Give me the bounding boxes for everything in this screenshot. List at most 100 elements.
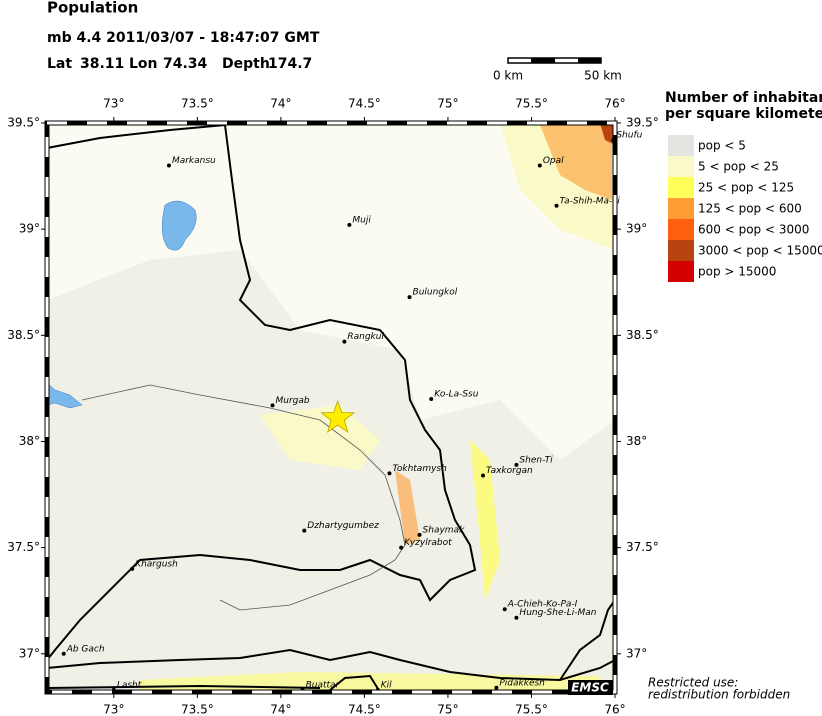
city-label: Buattar [306, 680, 341, 690]
y-tick-label: 39° [19, 222, 40, 236]
city-dot [514, 462, 519, 467]
x-tick-label: 76° [604, 97, 625, 111]
city-label: Taxkorgan [486, 466, 533, 476]
city-label: Kil [381, 680, 392, 690]
epicenter [320, 399, 356, 433]
depth-value: 174.7 [268, 56, 312, 72]
borders [46, 123, 616, 693]
y-tick-label: 37° [19, 646, 40, 660]
x-tick-label: 75° [437, 97, 458, 111]
city-dot [481, 473, 486, 478]
y-tick-label: 39.5° [626, 116, 659, 130]
map-frame [44, 120, 618, 695]
city-label: Ta-Shih-Ma-Li [560, 196, 621, 206]
city-label: Shufu [616, 130, 642, 140]
notice: Restricted use: [648, 676, 738, 690]
city-dot [270, 403, 275, 408]
city-label: Pidakkesh [499, 678, 545, 688]
legend-label: 5 < pop < 25 [698, 160, 779, 174]
city-label: Ab Gach [66, 644, 105, 654]
legend-label: 3000 < pop < 15000 [698, 244, 822, 258]
city-label: Khargush [135, 559, 178, 569]
y-tick-label: 38° [19, 434, 40, 448]
legend-label: 600 < pop < 3000 [698, 223, 809, 237]
city-label: Murgab [276, 396, 310, 406]
lon-label: Lon [129, 56, 158, 72]
city-label: Dzhartygumbez [307, 521, 379, 531]
rivers [81, 384, 406, 611]
lakes [46, 200, 197, 409]
city-dot [302, 528, 307, 533]
city-dot [537, 163, 542, 168]
legend-swatch [668, 240, 694, 261]
legend-title: per square kilometer [665, 106, 822, 122]
legend-title: Number of inhabitants [665, 90, 822, 106]
x-tick-label: 74° [270, 703, 291, 716]
legend-label: 125 < pop < 600 [698, 202, 802, 216]
city-dot [166, 163, 171, 168]
city-dot [429, 397, 434, 402]
city-dot [407, 295, 412, 300]
plot-area: Markansu Muji Bulungkol Rangkul Ko-La-Ssu Mur… [41, 117, 643, 698]
city-label: Ko-La-Ssu [434, 390, 479, 400]
y-tick-label: 37° [626, 646, 647, 660]
x-tick-label: 75.5° [515, 97, 548, 111]
notice: redistribution forbidden [648, 688, 790, 702]
y-tick-label: 39.5° [7, 116, 40, 130]
city-dot [417, 532, 422, 537]
lat-value: 38.11 [80, 56, 124, 72]
city-label: Shen-Ti [519, 455, 553, 465]
x-tick-label: 75° [437, 703, 458, 716]
city-label: Rangkul [347, 332, 384, 342]
x-tick-label: 73° [103, 703, 124, 716]
city-dot [399, 545, 404, 550]
city-dot [554, 203, 559, 208]
x-tick-label: 73° [103, 97, 124, 111]
y-tick-label: 38.5° [7, 328, 40, 342]
legend-swatch [668, 261, 694, 282]
x-tick-label: 76° [604, 703, 625, 716]
legend-swatch [668, 219, 694, 240]
city-dot [502, 607, 507, 612]
credit: EMSC [571, 681, 609, 695]
city-dot [514, 615, 519, 620]
city-label: Tokhtamysh [392, 464, 447, 474]
y-tick-label: 37.5° [7, 540, 40, 554]
city-label: A-Chieh-Ko-Pa-I [507, 600, 578, 610]
legend-label: pop < 5 [698, 139, 746, 153]
x-tick-label: 73.5° [181, 97, 214, 111]
scale-label: 0 km [493, 69, 523, 83]
y-tick-label: 38.5° [626, 328, 659, 342]
map-background [47, 123, 615, 692]
city-dot [342, 339, 347, 344]
city-dot [130, 566, 135, 571]
city-label: Markansu [172, 156, 216, 166]
map-title: Population [47, 0, 138, 17]
x-tick-label: 74° [270, 97, 291, 111]
y-tick-label: 38° [626, 434, 647, 448]
x-tick-label: 74.5° [348, 703, 381, 716]
lon-value: 74.34 [163, 56, 208, 72]
x-tick-label: 74.5° [348, 97, 381, 111]
event-info: mb 4.4 2011/03/07 - 18:47:07 GMT [47, 30, 320, 46]
city-label: Kyzylrabot [404, 538, 452, 548]
credit-box [568, 680, 613, 695]
city-label: Shaymak [423, 525, 466, 535]
legend-label: pop > 15000 [698, 265, 776, 279]
y-tick-label: 37.5° [626, 540, 659, 554]
y-tick-label: 39° [626, 222, 647, 236]
city-dot [347, 222, 352, 227]
city-label: Opal [543, 156, 564, 166]
legend-swatch [668, 156, 694, 177]
x-tick-label: 75.5° [515, 703, 548, 716]
scale-label: 50 km [584, 69, 622, 83]
city-dot [387, 471, 392, 476]
depth-label: Depth [222, 56, 270, 72]
scale-bar [507, 57, 602, 64]
city-label: Lasht [117, 680, 142, 690]
city-label: Hung-She-Li-Man [519, 608, 596, 618]
city-label: Muji [352, 215, 371, 225]
legend-label: 25 < pop < 125 [698, 181, 794, 195]
legend: pop < 5 5 < pop < 25 25 < pop < 125 125 < p… [668, 135, 822, 282]
city-label: Bulungkol [413, 288, 458, 298]
